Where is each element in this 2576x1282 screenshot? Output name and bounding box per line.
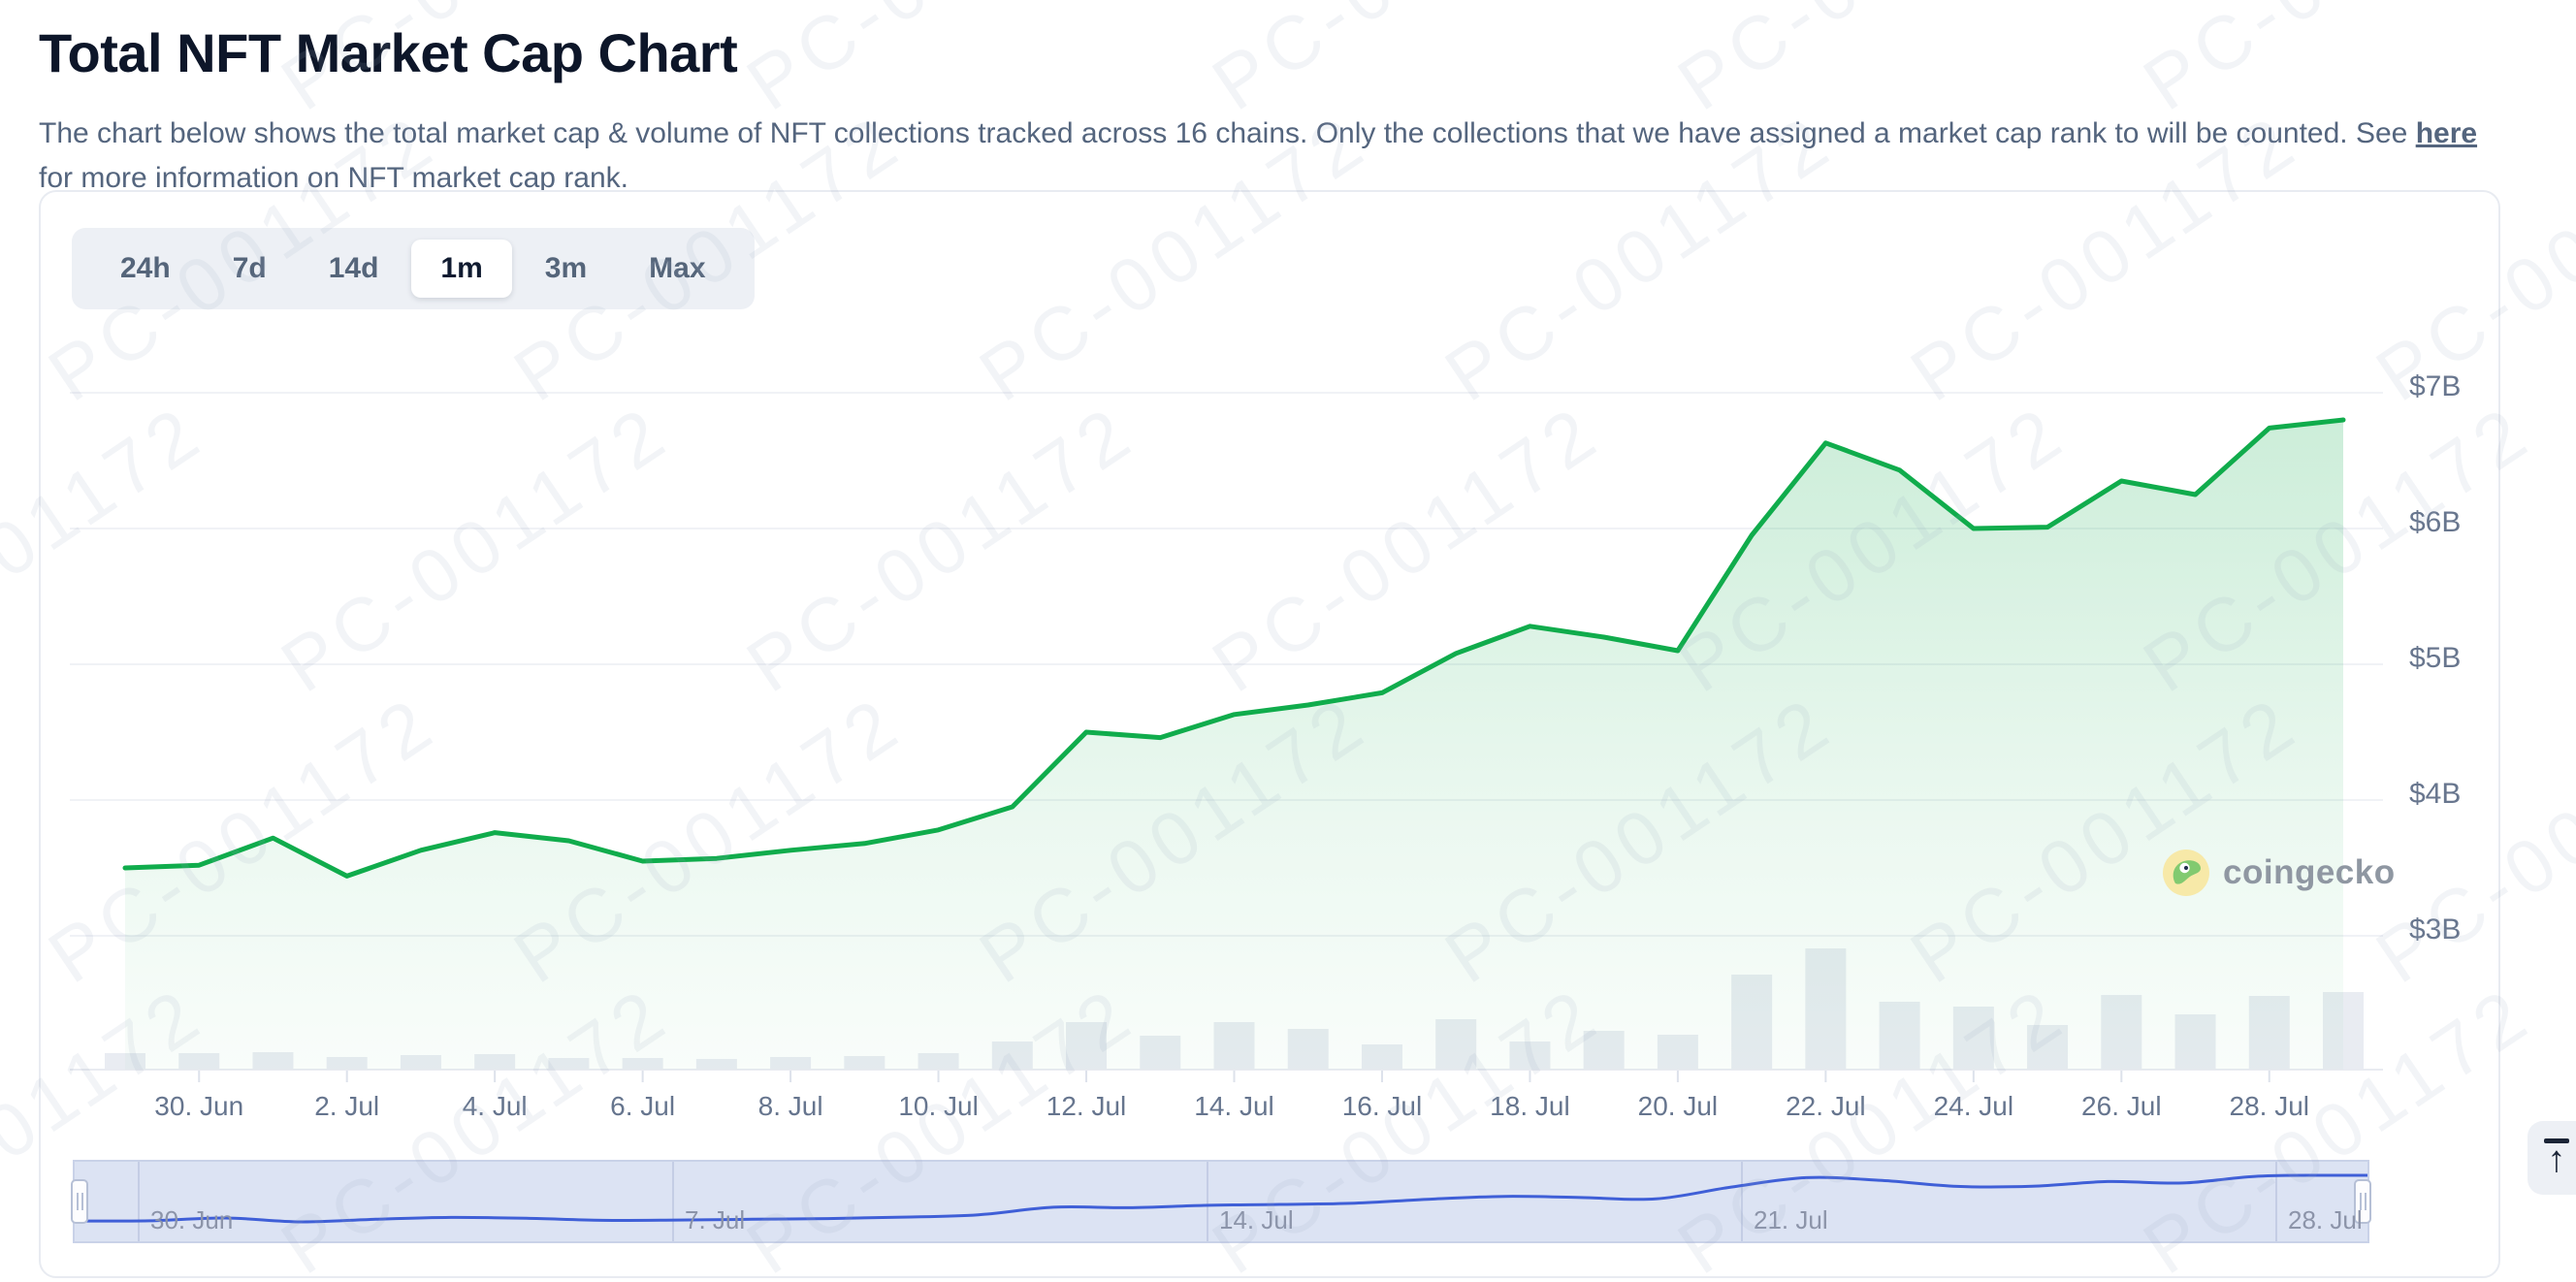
market-cap-area [125, 420, 2343, 1070]
header: Total NFT Market Cap Chart The chart bel… [39, 21, 2483, 201]
x-axis-label: 20. Jul [1638, 1091, 1719, 1121]
range-selector: 24h 7d 14d 1m 3m Max [72, 228, 755, 309]
x-axis-label: 30. Jun [154, 1091, 243, 1121]
scroll-to-top-button[interactable]: ↑ [2528, 1121, 2576, 1195]
x-axis-label: 28. Jul [2230, 1091, 2310, 1121]
chart-card: 24h 7d 14d 1m 3m Max $7B $6B $5B $4B $3B 30. Jun 2.… [39, 190, 2500, 1278]
coingecko-logo: coingecko [2163, 849, 2396, 896]
x-axis-label: 2. Jul [314, 1091, 379, 1121]
market-cap-line [122, 417, 2346, 879]
range-button-14d[interactable]: 14d [300, 240, 408, 298]
description-line2: for more information on NFT market cap r… [39, 162, 628, 194]
navigator-right-handle[interactable] [2354, 1179, 2371, 1224]
range-button-max[interactable]: Max [620, 240, 734, 298]
x-axis-label: 12. Jul [1046, 1091, 1127, 1121]
x-axis-label: 26. Jul [2081, 1091, 2162, 1121]
up-arrow-to-bar-icon [2544, 1138, 2569, 1143]
x-axis-label: 14. Jul [1194, 1091, 1274, 1121]
market-cap-chart[interactable]: $7B $6B $5B $4B $3B 30. Jun 2. Jul 4. Jul 6. Jul… [41, 192, 2498, 1276]
y-axis-label: $6B [2409, 506, 2461, 538]
y-axis-label: $3B [2409, 913, 2461, 945]
chart-navigator[interactable]: 30. Jun 7. Jul 14. Jul 21. Jul 28. Jul [71, 1160, 2371, 1243]
navigator-mini-chart [75, 1162, 2367, 1241]
x-axis-label: 4. Jul [463, 1091, 528, 1121]
coingecko-logo-text: coingecko [2223, 853, 2396, 891]
x-axis-label: 6. Jul [610, 1091, 675, 1121]
x-axis-label: 24. Jul [1934, 1091, 2014, 1121]
x-axis-label: 22. Jul [1786, 1091, 1866, 1121]
page-description: The chart below shows the total market c… [39, 112, 2483, 201]
range-button-3m[interactable]: 3m [516, 240, 616, 298]
x-axis-label: 18. Jul [1490, 1091, 1570, 1121]
x-axis-label: 8. Jul [758, 1091, 823, 1121]
y-axis-label: $5B [2409, 642, 2461, 674]
here-link[interactable]: here [2415, 117, 2478, 149]
coingecko-gecko-icon [2163, 849, 2209, 896]
y-axis-label: $7B [2409, 370, 2461, 402]
range-button-1m[interactable]: 1m [411, 240, 512, 298]
y-axis-label: $4B [2409, 778, 2461, 810]
range-button-7d[interactable]: 7d [204, 240, 296, 298]
navigator-left-handle[interactable] [71, 1179, 88, 1224]
x-axis-label: 10. Jul [898, 1091, 979, 1121]
description-line1: The chart below shows the total market c… [39, 117, 2408, 149]
range-button-24h[interactable]: 24h [91, 240, 200, 298]
page-title: Total NFT Market Cap Chart [39, 22, 738, 83]
x-axis-label: 16. Jul [1342, 1091, 1423, 1121]
navigator-line [75, 1173, 2367, 1224]
